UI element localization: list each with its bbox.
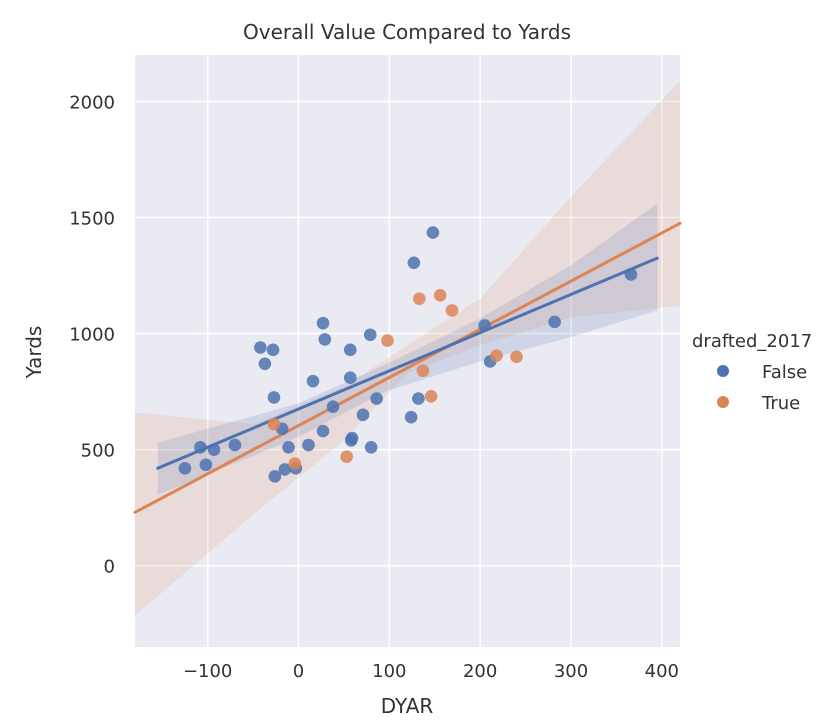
data-point-false — [478, 319, 492, 332]
regression-line-true — [133, 221, 682, 514]
data-point-true — [413, 292, 426, 306]
legend-marker-false — [717, 365, 729, 377]
data-point-false — [364, 441, 378, 454]
y-tick-label: 500 — [81, 441, 115, 462]
data-point-false — [326, 400, 340, 414]
data-point-false — [194, 441, 207, 454]
data-point-false — [343, 371, 357, 384]
x-axis-label: DYAR — [381, 694, 434, 718]
data-point-false — [302, 438, 315, 452]
plot-background — [135, 55, 680, 647]
x-tick-label: 100 — [372, 661, 406, 682]
data-point-true — [433, 288, 447, 302]
data-point-false — [199, 458, 213, 472]
data-point-false — [356, 408, 370, 422]
data-point-true — [381, 334, 394, 347]
data-point-true — [267, 417, 281, 431]
regression-line-false — [156, 256, 659, 470]
data-point-false — [426, 226, 440, 239]
data-point-true — [490, 349, 503, 362]
y-tick-label: 1000 — [69, 325, 115, 346]
y-axis-ticks: 0 500 1000 1500 2000 — [69, 92, 115, 577]
data-point-true — [416, 364, 430, 378]
x-tick-label: 200 — [463, 661, 497, 682]
y-axis-label: Yards — [22, 326, 46, 380]
data-points — [178, 226, 638, 483]
x-tick-label: 300 — [554, 661, 588, 682]
data-point-false — [266, 343, 280, 357]
data-point-false — [268, 470, 282, 483]
data-point-false — [228, 438, 242, 452]
x-axis-ticks: −100 0 100 200 300 400 — [183, 661, 679, 682]
y-tick-label: 1500 — [69, 209, 115, 230]
data-point-false — [282, 441, 295, 454]
data-point-false — [343, 343, 357, 357]
data-point-true — [424, 389, 438, 403]
data-point-false — [404, 410, 418, 424]
data-point-false — [267, 391, 281, 404]
grid-lines — [135, 55, 680, 647]
x-tick-label: 400 — [645, 661, 679, 682]
regression-lines — [133, 221, 682, 514]
confidence-band-true — [135, 80, 680, 616]
data-point-false — [370, 392, 383, 405]
x-tick-label: −100 — [183, 661, 232, 682]
data-point-true — [510, 350, 523, 364]
data-point-false — [407, 256, 421, 270]
data-point-false — [363, 328, 377, 342]
data-point-true — [340, 450, 353, 463]
legend-label-true: True — [761, 393, 800, 414]
legend-title: drafted_2017 — [692, 331, 812, 352]
data-point-false — [207, 443, 221, 456]
legend-label-false: False — [762, 362, 807, 383]
confidence-band-false — [157, 203, 658, 495]
data-point-false — [306, 374, 320, 388]
data-point-false — [624, 268, 638, 281]
y-tick-label: 2000 — [69, 92, 115, 113]
confidence-bands — [135, 80, 680, 616]
data-point-false — [345, 431, 359, 445]
data-point-false — [178, 461, 192, 475]
y-tick-label: 0 — [104, 557, 115, 578]
data-point-false — [316, 316, 330, 330]
data-point-false — [258, 357, 272, 371]
legend-marker-true — [717, 396, 729, 408]
data-point-false — [318, 333, 332, 346]
data-point-false — [278, 463, 292, 476]
x-tick-label: 0 — [293, 661, 304, 682]
data-point-false — [316, 424, 330, 438]
data-point-false — [254, 341, 267, 354]
data-point-false — [412, 392, 425, 405]
data-point-false — [548, 315, 561, 329]
legend: drafted_2017 False True — [692, 331, 812, 414]
chart-title: Overall Value Compared to Yards — [243, 20, 571, 44]
data-point-true — [445, 304, 459, 317]
data-point-true — [288, 457, 302, 470]
